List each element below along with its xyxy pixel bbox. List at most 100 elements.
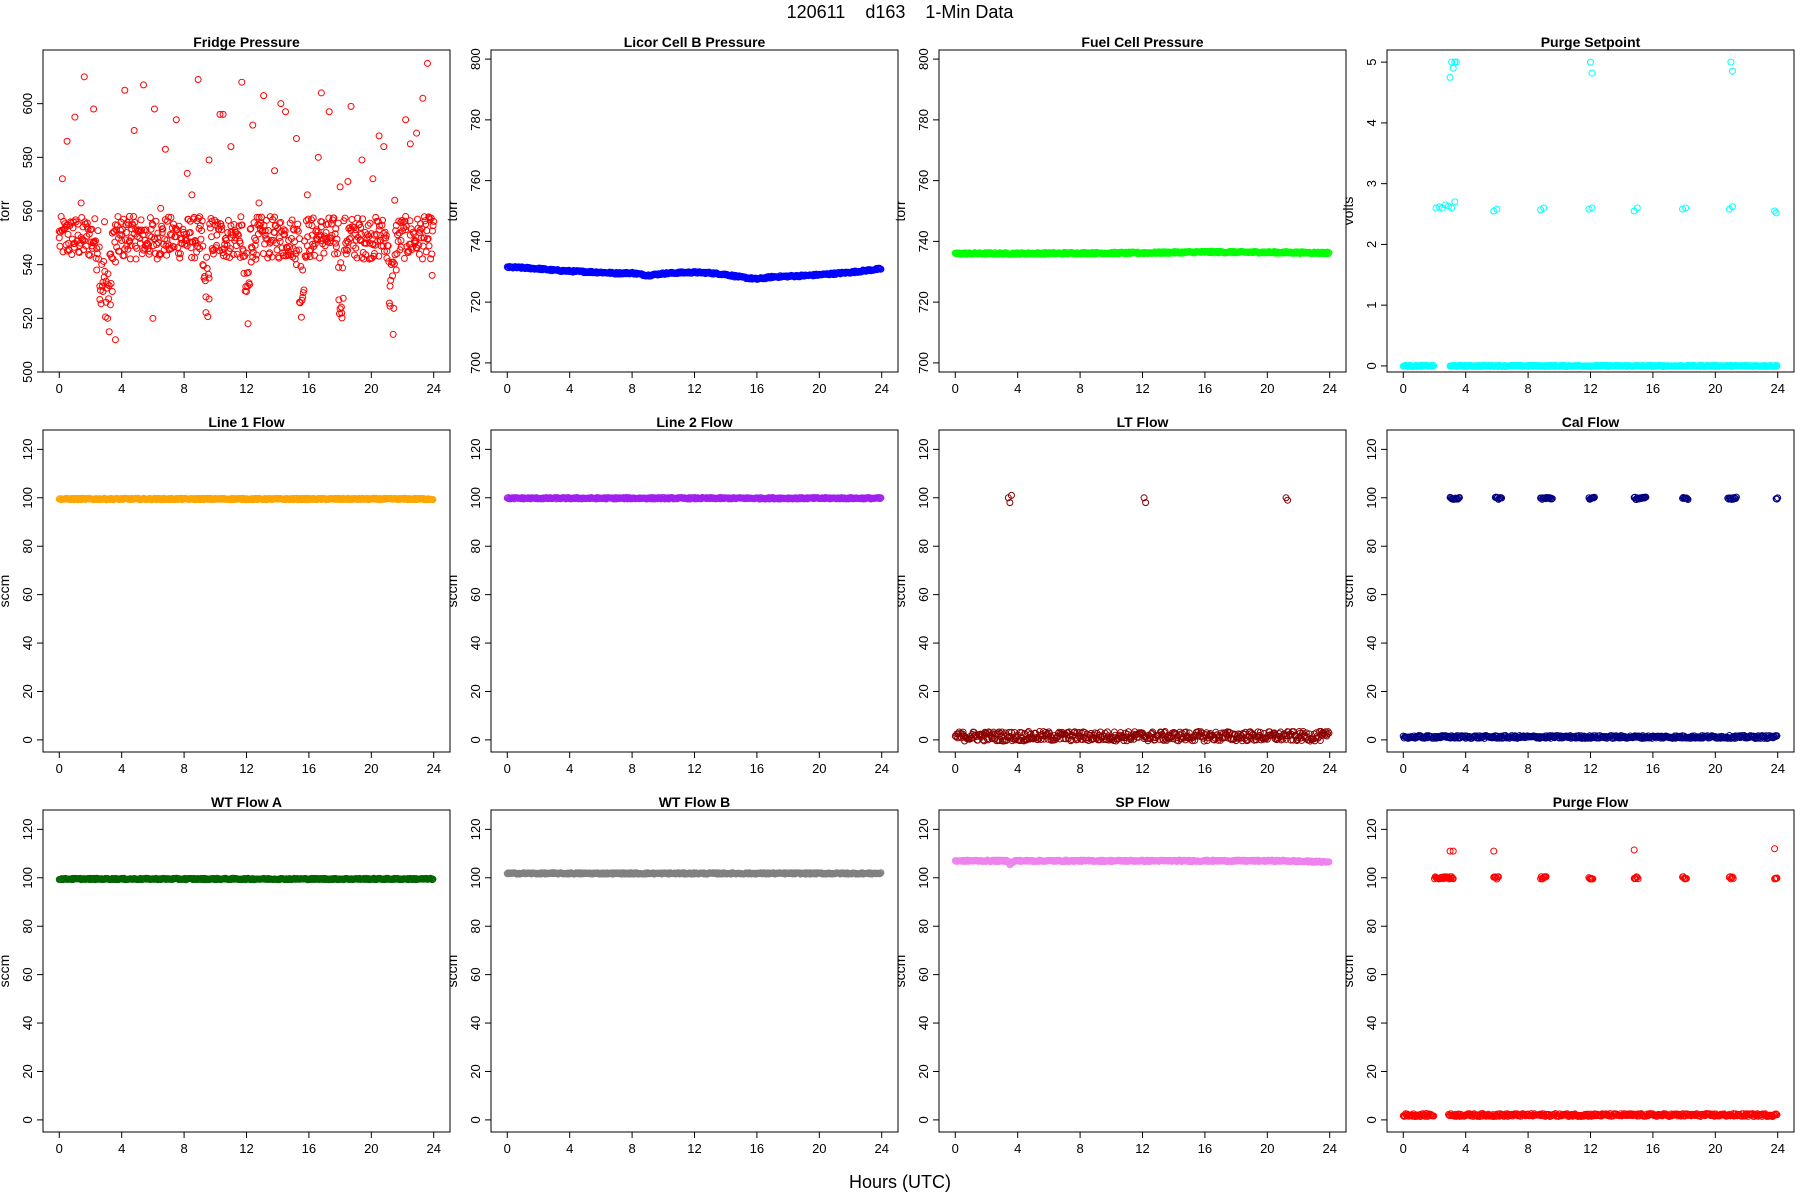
data-point xyxy=(327,234,335,242)
data-point xyxy=(80,73,88,81)
data-point xyxy=(107,280,115,288)
data-point xyxy=(252,237,260,245)
data-point xyxy=(71,113,79,121)
data-point xyxy=(213,218,221,226)
data-point xyxy=(271,228,279,236)
data-point xyxy=(86,251,94,259)
data-point xyxy=(146,214,154,222)
data-point xyxy=(142,226,150,234)
data-point xyxy=(981,728,989,736)
data-point xyxy=(276,219,284,227)
data-point xyxy=(1772,732,1780,740)
plot-frame xyxy=(490,809,899,1133)
data-point xyxy=(1633,204,1641,212)
data-point xyxy=(161,145,169,153)
y-tick-label: 0 xyxy=(468,736,483,743)
panel-title: LT Flow xyxy=(1117,414,1169,430)
data-point xyxy=(1773,495,1781,503)
data-point xyxy=(406,231,414,239)
x-tick-label: 12 xyxy=(1135,761,1149,776)
data-point xyxy=(176,254,184,262)
data-point xyxy=(336,305,344,313)
data-point xyxy=(226,244,234,252)
plot-frame xyxy=(490,429,899,753)
data-point xyxy=(375,132,383,140)
data-point xyxy=(262,216,270,224)
data-point xyxy=(277,218,285,226)
data-point xyxy=(191,237,199,245)
data-point xyxy=(157,204,165,212)
data-point xyxy=(136,239,144,247)
data-point xyxy=(338,314,346,322)
data-point xyxy=(303,191,311,199)
x-tick-label: 4 xyxy=(566,381,573,396)
data-point xyxy=(251,241,259,249)
x-tick-label: 20 xyxy=(1708,761,1722,776)
data-point xyxy=(422,248,430,256)
data-point xyxy=(1142,499,1150,507)
data-point xyxy=(317,89,325,97)
data-point xyxy=(392,227,400,235)
data-point xyxy=(1149,728,1157,736)
y-tick-label: 100 xyxy=(20,487,35,509)
plot-frame xyxy=(1386,429,1795,753)
data-point xyxy=(423,59,431,67)
data-point xyxy=(271,167,279,175)
x-tick-label: 16 xyxy=(1198,761,1212,776)
y-tick-label: 20 xyxy=(916,684,931,698)
y-axis-label: torr xyxy=(0,200,12,221)
panel-title: Line 1 Flow xyxy=(208,414,284,430)
data-point xyxy=(125,238,133,246)
data-point xyxy=(294,227,302,235)
data-point xyxy=(137,216,145,224)
data-point xyxy=(292,261,300,269)
y-tick-label: 60 xyxy=(468,587,483,601)
x-tick-label: 20 xyxy=(812,761,826,776)
y-tick-label: 500 xyxy=(20,361,35,383)
data-point xyxy=(429,496,437,504)
data-point xyxy=(196,222,204,230)
data-point xyxy=(104,314,112,322)
data-point xyxy=(1548,495,1556,503)
data-point xyxy=(1682,204,1690,212)
data-point xyxy=(325,214,333,222)
data-point xyxy=(167,213,175,221)
data-point xyxy=(1454,495,1462,503)
data-point xyxy=(95,243,103,251)
data-point xyxy=(127,234,135,242)
data-point xyxy=(218,226,226,234)
data-point xyxy=(334,250,342,258)
data-point xyxy=(413,129,421,137)
data-point xyxy=(980,250,988,258)
x-tick-label: 12 xyxy=(687,381,701,396)
y-tick-label: 540 xyxy=(20,254,35,276)
data-point xyxy=(1299,727,1307,735)
data-point xyxy=(1590,493,1598,501)
data-point xyxy=(314,228,322,236)
data-point xyxy=(1060,735,1068,743)
x-tick-label: 0 xyxy=(1400,381,1407,396)
x-tick-label: 16 xyxy=(1646,381,1660,396)
data-point xyxy=(386,282,394,290)
x-tick-label: 16 xyxy=(750,381,764,396)
data-point xyxy=(153,240,161,248)
data-point xyxy=(218,222,226,230)
x-tick-label: 12 xyxy=(239,1141,253,1156)
data-point xyxy=(1103,728,1111,736)
data-point xyxy=(68,251,76,259)
data-point xyxy=(297,262,305,270)
data-point xyxy=(88,242,96,250)
plot-area xyxy=(1399,58,1781,371)
y-axis-label: volts xyxy=(1340,197,1356,226)
data-point xyxy=(213,231,221,239)
data-point xyxy=(380,234,388,242)
plot-area xyxy=(55,59,438,344)
data-point xyxy=(163,251,171,259)
data-point xyxy=(1773,362,1781,370)
data-point xyxy=(352,244,360,252)
data-point xyxy=(1430,362,1438,370)
data-point xyxy=(202,293,210,301)
data-point xyxy=(179,225,187,233)
